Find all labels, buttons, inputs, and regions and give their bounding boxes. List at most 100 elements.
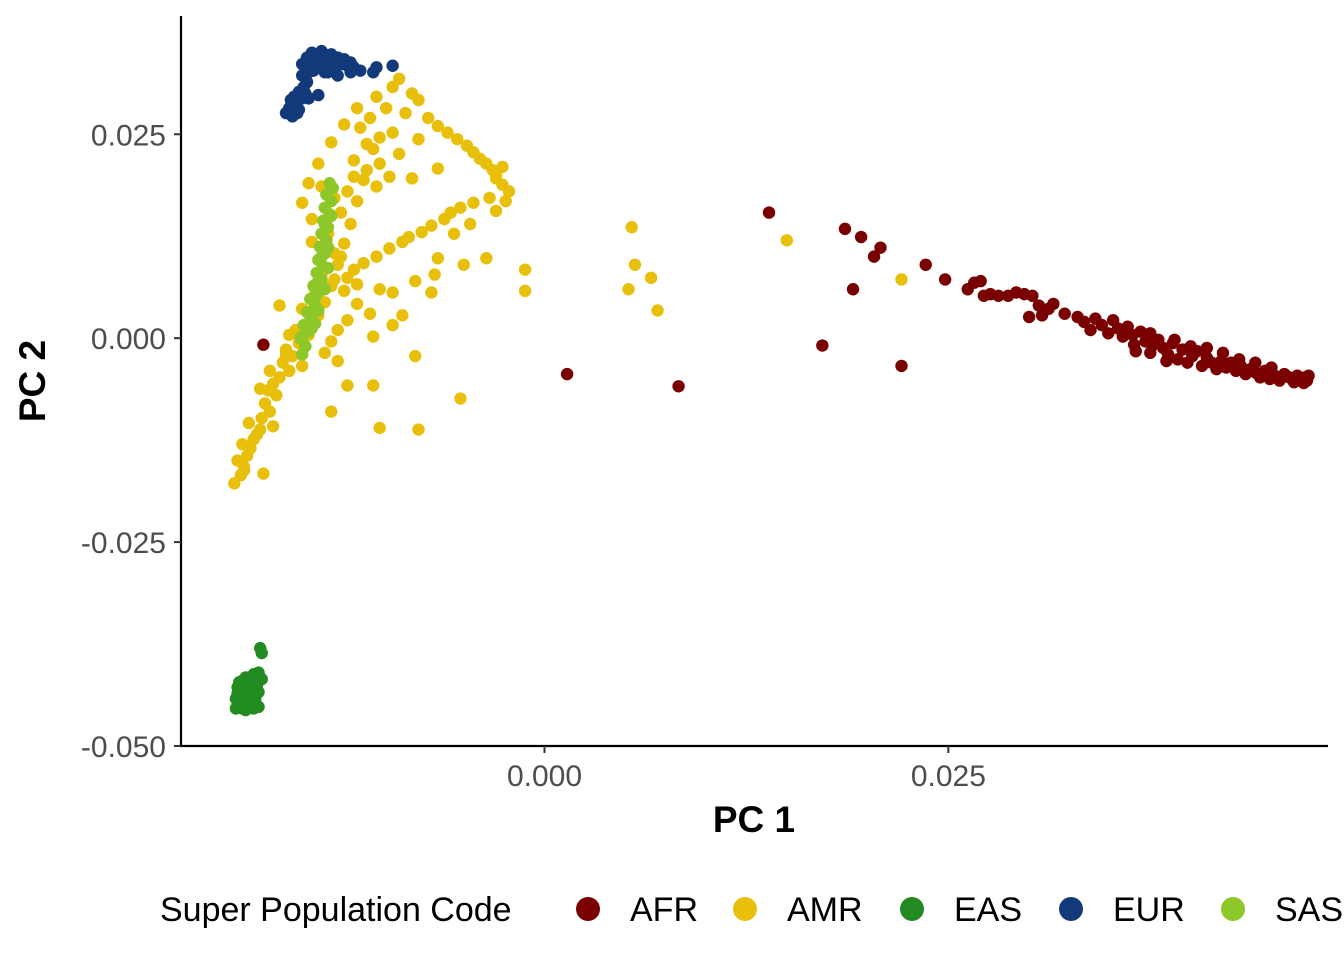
y-tick-label: 0.000: [91, 323, 166, 356]
data-point-amr: [367, 379, 380, 392]
data-point-amr: [644, 271, 658, 285]
data-point-amr: [279, 348, 293, 361]
data-point-amr: [357, 256, 370, 270]
data-point-amr: [295, 359, 309, 373]
data-point-amr: [392, 147, 406, 161]
series-sas: [294, 177, 340, 361]
data-point-amr: [318, 346, 331, 360]
data-point-eur: [302, 92, 315, 105]
legend-label: SAS: [1275, 891, 1343, 929]
data-point-amr: [651, 304, 664, 317]
series-amr: [228, 72, 908, 490]
data-point-amr: [242, 416, 256, 430]
legend-key-afr: [576, 897, 600, 921]
data-point-amr: [518, 284, 532, 298]
y-tick-label: -0.025: [81, 527, 166, 560]
data-point-afr: [1200, 341, 1214, 355]
data-point-amr: [334, 250, 348, 263]
data-point-afr: [895, 359, 908, 373]
data-point-sas: [312, 304, 325, 317]
data-point-amr: [499, 194, 512, 208]
data-point-amr: [328, 273, 341, 286]
data-point-amr: [625, 221, 638, 234]
data-point-amr: [502, 185, 516, 198]
data-point-amr: [370, 250, 383, 263]
data-point-amr: [334, 206, 348, 219]
data-point-afr: [867, 250, 881, 263]
legend-item-eas: EAS: [900, 891, 1022, 929]
data-point-amr: [780, 234, 794, 247]
data-point-amr: [895, 273, 908, 286]
data-point-amr: [337, 118, 351, 131]
data-point-eur: [386, 59, 399, 72]
data-point-amr: [415, 225, 428, 239]
data-point-eas: [250, 679, 264, 692]
data-point-afr: [1265, 361, 1278, 374]
data-point-afr: [672, 380, 685, 393]
data-point-amr: [383, 170, 396, 183]
data-point-afr: [1032, 299, 1046, 312]
series-eas: [229, 641, 268, 717]
legend-item-sas: SAS: [1221, 891, 1343, 929]
x-tick-label: 0.025: [911, 760, 986, 793]
legend-label: EUR: [1113, 891, 1185, 929]
data-point-amr: [363, 111, 377, 125]
data-point-afr: [1232, 353, 1246, 366]
data-point-amr: [253, 382, 267, 395]
data-point-amr: [331, 354, 344, 368]
data-point-sas: [318, 283, 331, 296]
legend-items: AFR AMR EAS EUR SAS: [576, 891, 1343, 929]
data-point-eas: [255, 646, 268, 660]
data-point-amr: [412, 132, 425, 146]
data-point-amr: [325, 405, 338, 418]
data-point-amr: [341, 271, 354, 285]
data-point-amr: [263, 364, 277, 378]
data-point-sas: [308, 291, 322, 304]
data-point-afr: [1058, 307, 1071, 320]
legend-key-eur: [1059, 897, 1083, 921]
data-point-amr: [373, 283, 386, 296]
data-point-amr: [360, 163, 373, 177]
data-point-eur: [370, 61, 383, 74]
y-axis-title: PC 2: [12, 340, 53, 422]
data-point-amr: [454, 201, 467, 214]
data-point-amr: [425, 219, 438, 232]
data-point-amr: [370, 180, 383, 193]
data-point-amr: [341, 379, 354, 392]
data-point-amr: [258, 397, 272, 410]
data-point-afr: [1171, 353, 1184, 366]
data-point-amr: [392, 72, 406, 86]
data-point-amr: [231, 454, 244, 467]
data-point-afr: [938, 273, 952, 286]
data-point-eur: [286, 97, 299, 110]
data-point-amr: [409, 349, 422, 363]
data-point-amr: [266, 420, 280, 433]
data-point-amr: [354, 121, 367, 134]
data-point-amr: [373, 157, 386, 170]
data-point-afr: [762, 206, 776, 219]
data-point-amr: [350, 297, 364, 311]
data-point-afr: [1168, 333, 1181, 347]
data-point-sas: [321, 242, 335, 255]
data-point-afr: [874, 241, 887, 254]
data-point-amr: [373, 131, 386, 144]
data-point-amr: [396, 309, 409, 322]
data-point-amr: [447, 227, 461, 240]
data-point-amr: [518, 263, 532, 276]
data-point-amr: [357, 173, 370, 187]
y-tick-label: -0.050: [81, 731, 166, 764]
legend-label: EAS: [954, 891, 1022, 929]
data-point-amr: [379, 101, 393, 115]
data-point-amr: [383, 242, 396, 255]
data-point-amr: [396, 235, 409, 249]
data-point-amr: [273, 299, 286, 312]
data-point-amr: [386, 286, 399, 299]
data-point-amr: [350, 194, 364, 208]
data-point-afr: [1134, 325, 1147, 338]
data-point-amr: [347, 170, 361, 183]
data-point-amr: [373, 421, 386, 435]
data-point-amr: [438, 212, 451, 226]
data-point-amr: [363, 307, 377, 320]
data-point-amr: [237, 464, 251, 477]
